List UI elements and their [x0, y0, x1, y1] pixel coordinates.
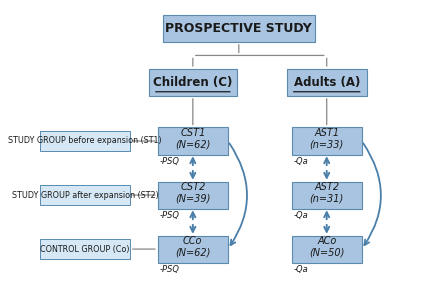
Text: CCo
(N=62): CCo (N=62)	[175, 236, 210, 258]
FancyBboxPatch shape	[292, 235, 362, 263]
FancyBboxPatch shape	[163, 15, 315, 42]
FancyBboxPatch shape	[292, 181, 362, 208]
Text: AST2
(n=31): AST2 (n=31)	[310, 182, 344, 203]
Text: Children (C): Children (C)	[153, 76, 232, 89]
Text: -PSQ: -PSQ	[160, 265, 180, 274]
FancyBboxPatch shape	[158, 181, 228, 208]
Text: STUDY GROUP after expansion (ST2): STUDY GROUP after expansion (ST2)	[11, 191, 158, 200]
FancyBboxPatch shape	[40, 185, 130, 205]
Text: CONTROL GROUP (Co): CONTROL GROUP (Co)	[40, 245, 130, 254]
Text: -PSQ: -PSQ	[160, 157, 180, 166]
FancyBboxPatch shape	[40, 239, 130, 259]
FancyBboxPatch shape	[40, 131, 130, 151]
FancyBboxPatch shape	[149, 69, 237, 96]
Text: -Qa: -Qa	[294, 265, 308, 274]
FancyBboxPatch shape	[158, 235, 228, 263]
FancyArrowPatch shape	[229, 143, 247, 245]
FancyBboxPatch shape	[292, 128, 362, 155]
Text: Adults (A): Adults (A)	[293, 76, 360, 89]
Text: -Qa: -Qa	[294, 157, 308, 166]
Text: CST2
(N=39): CST2 (N=39)	[175, 182, 210, 203]
Text: -PSQ: -PSQ	[160, 211, 180, 220]
Text: CST1
(N=62): CST1 (N=62)	[175, 128, 210, 149]
FancyBboxPatch shape	[158, 128, 228, 155]
FancyBboxPatch shape	[287, 69, 367, 96]
Text: -Qa: -Qa	[294, 211, 308, 220]
Text: AST1
(n=33): AST1 (n=33)	[310, 128, 344, 149]
FancyArrowPatch shape	[363, 143, 381, 245]
Text: ACo
(N=50): ACo (N=50)	[309, 236, 345, 258]
Text: STUDY GROUP before expansion (ST1): STUDY GROUP before expansion (ST1)	[8, 136, 162, 145]
Text: PROSPECTIVE STUDY: PROSPECTIVE STUDY	[165, 22, 312, 35]
